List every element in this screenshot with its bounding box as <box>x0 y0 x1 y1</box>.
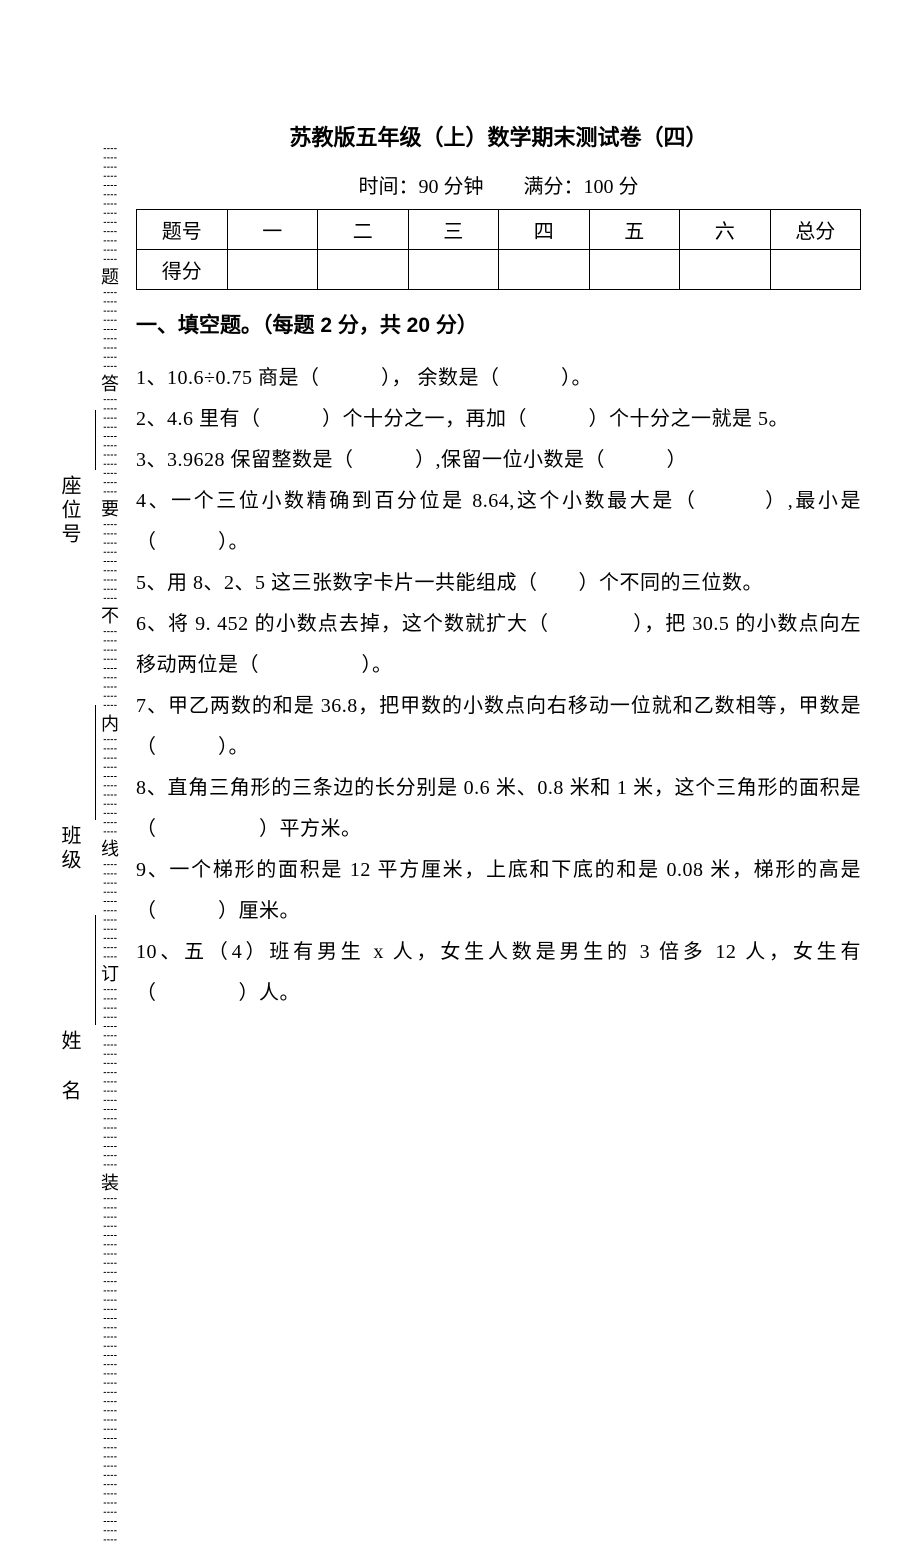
td-1 <box>227 250 318 290</box>
th-1: 一 <box>227 210 318 250</box>
class-label: 班级 <box>55 825 84 873</box>
dots-1: ┊┊┊┊┊┊┊┊┊┊┊┊┊ <box>104 145 116 265</box>
dots-9: ┊┊┊┊┊┊┊┊┊┊┊┊┊┊┊┊┊┊┊┊┊┊┊┊┊┊┊┊┊┊┊┊┊┊┊┊┊┊ <box>104 1195 116 1546</box>
dots-3: ┊┊┊┊┊┊┊┊┊┊┊ <box>104 396 116 497</box>
td-6 <box>680 250 771 290</box>
page-title: 苏教版五年级（上）数学期末测试卷（四） <box>136 120 861 152</box>
binding-char-3: 不 <box>101 607 119 625</box>
td-label: 得分 <box>137 250 228 290</box>
binding-char-5: 线 <box>101 840 119 858</box>
dots-4: ┊┊┊┊┊┊┊┊┊ <box>104 521 116 604</box>
dots-7: ┊┊┊┊┊┊┊┊┊┊┊ <box>104 861 116 962</box>
td-4 <box>499 250 590 290</box>
th-2: 二 <box>318 210 409 250</box>
question-9: 9、一个梯形的面积是 12 平方厘米，上底和下底的和是 0.08 米，梯形的高是… <box>136 850 861 932</box>
question-7: 7、甲乙两数的和是 36.8，把甲数的小数点向右移动一位就和乙数相等，甲数是（ … <box>136 686 861 768</box>
binding-char-0: 题 <box>101 268 119 286</box>
binding-margin: ┊┊┊┊┊┊┊┊┊┊┊┊┊ 题 ┊┊┊┊┊┊┊┊┊ 答 ┊┊┊┊┊┊┊┊┊┊┊ … <box>95 145 125 1205</box>
page-subtitle: 时间：90 分钟 满分：100 分 <box>136 170 861 199</box>
score-table: 题号 一 二 三 四 五 六 总分 得分 <box>136 209 861 290</box>
side-labels: 座位号 班级 姓 名 <box>35 145 85 1205</box>
binding-char-4: 内 <box>101 715 119 733</box>
dots-2: ┊┊┊┊┊┊┊┊┊ <box>104 289 116 372</box>
binding-char-1: 答 <box>101 375 119 393</box>
th-3: 三 <box>408 210 499 250</box>
td-3 <box>408 250 499 290</box>
dots-6: ┊┊┊┊┊┊┊┊┊┊┊ <box>104 736 116 837</box>
main-content: 苏教版五年级（上）数学期末测试卷（四） 时间：90 分钟 满分：100 分 题号… <box>136 120 861 1014</box>
question-1: 1、10.6÷0.75 商是（ ）， 余数是（ ）。 <box>136 358 861 399</box>
th-label: 题号 <box>137 210 228 250</box>
th-total: 总分 <box>770 210 861 250</box>
table-row: 得分 <box>137 250 861 290</box>
th-5: 五 <box>589 210 680 250</box>
question-6: 6、将 9. 452 的小数点去掉，这个数就扩大（ ），把 30.5 的小数点向… <box>136 604 861 686</box>
td-total <box>770 250 861 290</box>
dots-5: ┊┊┊┊┊┊┊┊┊ <box>104 628 116 711</box>
section-1-header: 一、填空题。（每题 2 分，共 20 分） <box>136 306 861 346</box>
question-2: 2、4.6 里有（ ）个十分之一，再加（ ）个十分之一就是 5。 <box>136 399 861 440</box>
binding-char-2: 要 <box>101 500 119 518</box>
th-4: 四 <box>499 210 590 250</box>
td-5 <box>589 250 680 290</box>
binding-char-7: 装 <box>101 1174 119 1192</box>
name-label: 姓 名 <box>55 1030 84 1104</box>
question-8: 8、直角三角形的三条边的长分别是 0.6 米、0.8 米和 1 米，这个三角形的… <box>136 768 861 850</box>
seat-label: 座位号 <box>55 475 84 547</box>
table-row: 题号 一 二 三 四 五 六 总分 <box>137 210 861 250</box>
question-3: 3、3.9628 保留整数是（ ）,保留一位小数是（ ） <box>136 440 861 481</box>
binding-char-6: 订 <box>101 965 119 983</box>
td-2 <box>318 250 409 290</box>
th-6: 六 <box>680 210 771 250</box>
question-10: 10、五（4）班有男生 x 人，女生人数是男生的 3 倍多 12 人，女生有（ … <box>136 932 861 1014</box>
question-4: 4、一个三位小数精确到百分位是 8.64,这个小数最大是（ ）,最小是（ ）。 <box>136 481 861 563</box>
question-5: 5、用 8、2、5 这三张数字卡片一共能组成（ ）个不同的三位数。 <box>136 563 861 604</box>
dots-8: ┊┊┊┊┊┊┊┊┊┊┊┊┊┊┊┊┊┊┊┊ <box>104 986 116 1171</box>
